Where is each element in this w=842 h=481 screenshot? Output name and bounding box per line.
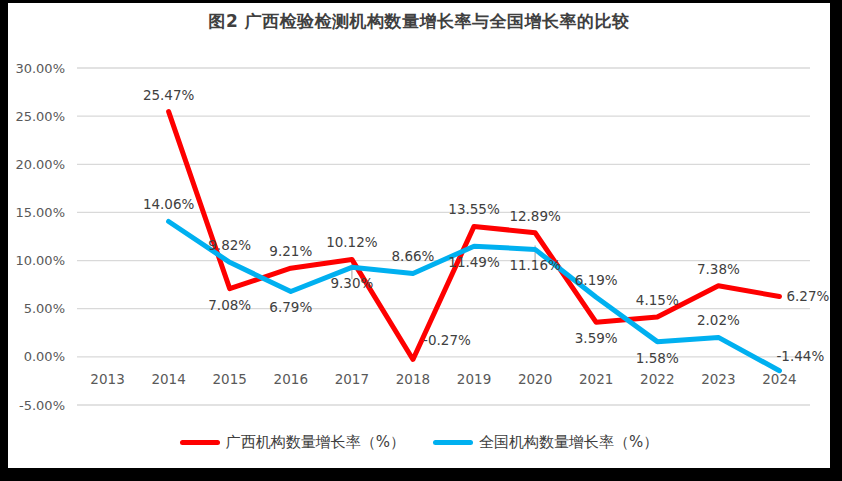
x-tick-label: 2024 [762,371,796,387]
x-tick-label: 2019 [457,371,491,387]
data-label: 2.02% [697,312,740,328]
y-tick-label: 15.00% [15,205,65,220]
x-tick-label: 2020 [518,371,552,387]
data-label: 7.38% [697,261,740,277]
legend-item-guangxi: 广西机构数量增长率（%） [180,433,405,452]
data-label: -0.27% [423,332,471,348]
data-label: 12.89% [509,208,561,224]
data-label: 9.30% [330,275,373,291]
guangxi-series-line [169,112,780,360]
data-label: 11.49% [448,254,500,270]
x-tick-label: 2022 [640,371,674,387]
legend-label-guangxi: 广西机构数量增长率（%） [226,433,405,452]
data-label: 9.21% [269,243,312,259]
data-label: 10.12% [326,234,378,250]
data-label: 14.06% [143,196,195,212]
data-label: 9.82% [208,237,251,253]
guangxi-line-swatch [180,440,220,445]
y-tick-label: 10.00% [15,253,65,268]
data-label: 11.16% [509,257,561,273]
x-tick-label: 2017 [335,371,369,387]
y-tick-label: -5.00% [19,398,65,413]
x-tick-label: 2023 [701,371,735,387]
data-label: 4.15% [636,292,679,308]
x-tick-label: 2015 [213,371,247,387]
data-label: 6.27% [786,288,829,304]
data-label: 8.66% [392,248,435,264]
data-label: 13.55% [448,201,500,217]
data-label: 25.47% [143,87,195,103]
x-tick-label: 2016 [274,371,308,387]
chart-canvas: 图2 广西检验检测机构数量增长率与全国增长率的比较 30.00%25.00%20… [8,3,830,468]
y-tick-label: 20.00% [15,157,65,172]
chart-legend: 广西机构数量增长率（%） 全国机构数量增长率（%） [8,433,830,452]
screenshot-frame: 图2 广西检验检测机构数量增长率与全国增长率的比较 30.00%25.00%20… [0,0,842,481]
data-label: 3.59% [575,330,618,346]
line-chart-plot: 30.00% 25.00% 20.00% 15.00% 10.00% 5.00% 0.00%… [8,3,830,423]
y-tick-label: 25.00% [15,109,65,124]
data-label: 1.58% [636,350,679,366]
national-series-line [169,221,780,370]
x-tick-label: 2018 [396,371,430,387]
y-tick-label: 30.00% [15,61,65,76]
national-line-swatch [433,440,473,445]
legend-label-national: 全国机构数量增长率（%） [479,433,658,452]
x-tick-label: 2021 [579,371,613,387]
data-label: 7.08% [208,297,251,313]
y-tick-label: 5.00% [24,301,65,316]
legend-item-national: 全国机构数量增长率（%） [433,433,658,452]
y-tick-label: 0.00% [24,349,65,364]
data-label: 6.79% [269,299,312,315]
data-label: -1.44% [776,348,824,364]
x-tick-label: 2014 [151,371,185,387]
x-tick-label: 2013 [90,371,124,387]
data-label: 6.19% [575,272,618,288]
